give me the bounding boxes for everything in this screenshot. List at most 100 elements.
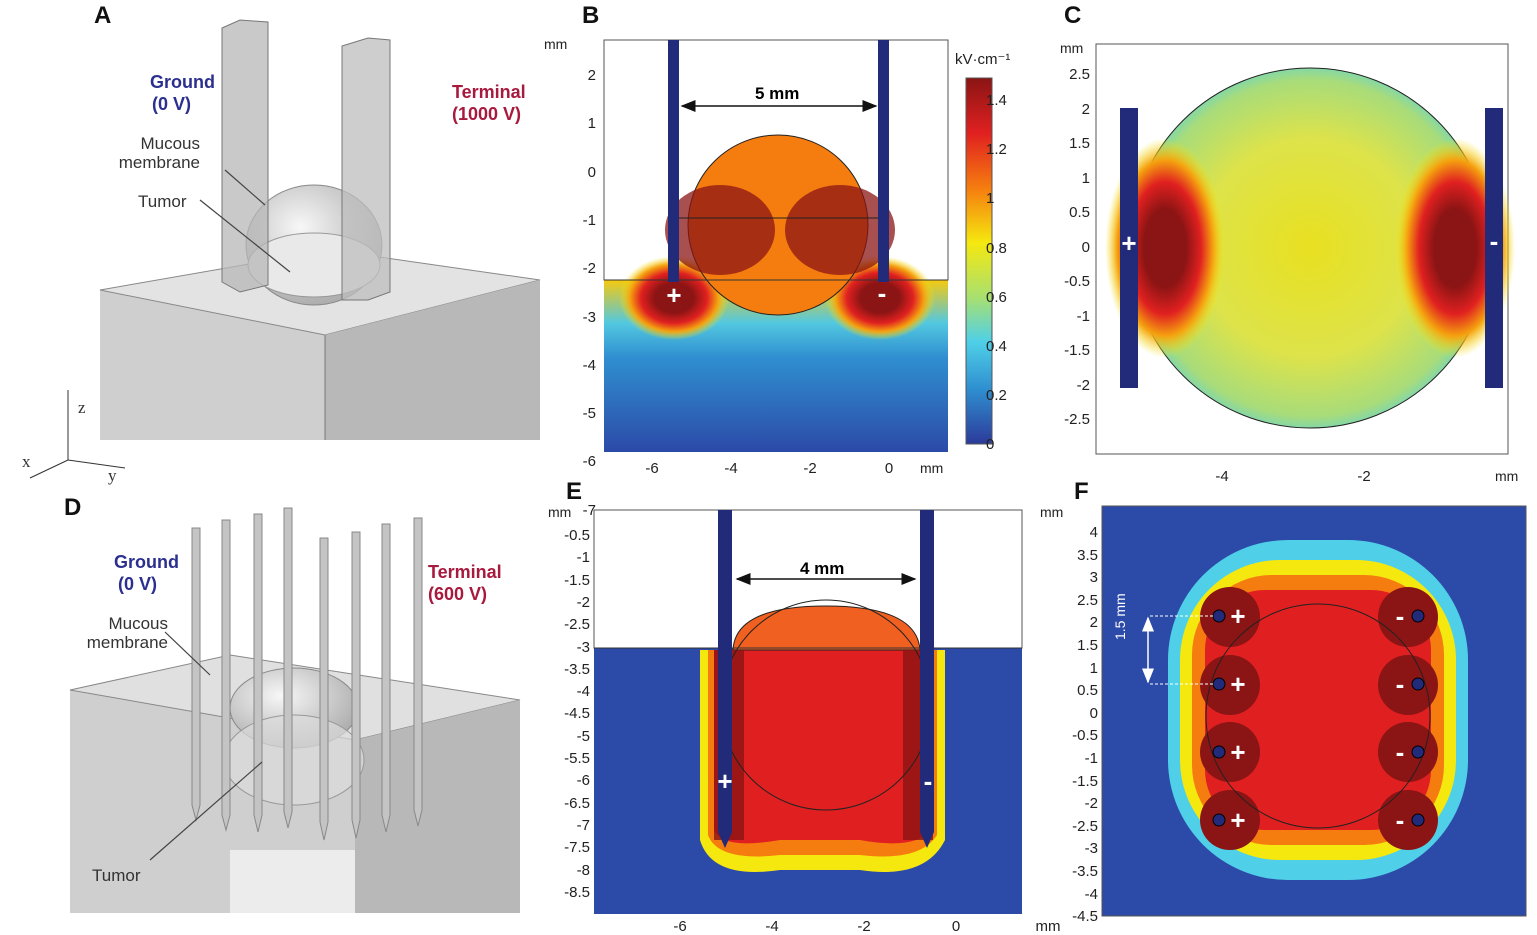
b-plus: +	[666, 280, 682, 310]
e-ytick-5: -3	[576, 638, 590, 656]
e-ytick-1: -1	[576, 549, 590, 567]
e-ytick-9: -5	[576, 727, 590, 745]
e-xtick-2: -2	[857, 918, 871, 935]
b-ytick-2: 0	[587, 163, 596, 181]
e-ytick-13: -7	[576, 816, 590, 834]
f-ytick-1: 3.5	[1077, 546, 1098, 564]
c-ytick-10: -2.5	[1064, 411, 1090, 428]
electrode-f-7	[1411, 745, 1425, 759]
electrode-f-6	[1411, 677, 1425, 691]
axis-y: y	[108, 466, 117, 485]
ground-voltage-a: (0 V)	[152, 94, 192, 114]
f-minus-2: -	[1395, 737, 1405, 767]
panel-d-model	[69, 507, 521, 913]
c-ytick-2: 1.5	[1069, 135, 1090, 152]
terminal-label-d: Terminal	[428, 562, 502, 582]
c-ytick-0: 2.5	[1069, 66, 1090, 83]
f-ytick-3: 2.5	[1077, 591, 1098, 609]
electrode-right-e	[920, 510, 934, 848]
e-xtick-0: -6	[673, 918, 687, 935]
c-ytick-3: 1	[1081, 169, 1090, 187]
c-ytick-8: -1.5	[1064, 342, 1090, 359]
terminal-voltage-a: (1000 V)	[452, 104, 522, 124]
e-plus: +	[717, 766, 733, 796]
electrode-f-3	[1212, 745, 1226, 759]
colorbar-tick-4: 0.6	[986, 288, 1007, 306]
f-spacing-label: 1.5 mm	[1112, 593, 1128, 640]
panel-label-d: D	[64, 494, 82, 521]
tumor-label-d: Tumor	[92, 866, 141, 885]
e-ytick-11: -6	[576, 772, 590, 790]
b-ytick-7: -5	[582, 405, 596, 423]
panel-label-f: F	[1074, 478, 1089, 505]
f-plus-3: +	[1230, 805, 1246, 835]
panel-label-a: A	[94, 2, 112, 29]
ground-label-a: Ground	[150, 72, 215, 92]
ground-voltage-d: (0 V)	[118, 574, 158, 594]
b-xtick-3: 0	[884, 460, 894, 477]
f-ytick-5: 1.5	[1077, 637, 1098, 654]
b-ytick-0: 2	[587, 67, 596, 84]
b-xtick-2: -2	[803, 460, 817, 477]
f-yunit: mm	[1040, 504, 1064, 520]
electrode-left-c	[1120, 108, 1138, 388]
f-minus-1: -	[1395, 669, 1405, 699]
terminal-label-a: Terminal	[452, 82, 526, 102]
b-ytick-3: -1	[582, 211, 596, 229]
mucous-label-a: Mucous membrane	[118, 134, 200, 172]
c-xtick-0: -4	[1215, 468, 1229, 485]
e-ytick-2: -1.5	[564, 571, 590, 589]
b-ytick-5: -3	[582, 308, 596, 326]
b-distance-label: 5 mm	[755, 84, 800, 103]
e-ytick-8: -4.5	[564, 705, 590, 723]
c-ytick-9: -2	[1076, 376, 1090, 394]
b-xtick-0: -6	[645, 460, 659, 477]
b-ytick-1: 1	[587, 115, 596, 133]
e-ytick-7: -4	[576, 683, 590, 701]
f-ytick-0: 4	[1089, 524, 1098, 541]
f-minus-3: -	[1395, 805, 1405, 835]
electrode-right-c	[1485, 108, 1503, 388]
c-plus: +	[1121, 228, 1137, 258]
colorbar-tick-3: 0.8	[986, 239, 1007, 257]
b-xtick-1: -4	[724, 460, 738, 477]
b-minus: -	[877, 278, 887, 308]
mucous-label-d: Mucous membrane	[86, 614, 168, 652]
f-ytick-6: 1	[1089, 659, 1098, 677]
c-ytick-5: 0	[1081, 238, 1090, 256]
panel-c-plot	[1095, 43, 1515, 455]
colorbar-tick-6: 0.2	[986, 387, 1007, 405]
f-ytick-12: -2	[1084, 795, 1098, 813]
colorbar-tick-5: 0.4	[986, 338, 1007, 355]
c-xunit: mm	[1495, 468, 1519, 484]
f-ytick-8: 0	[1089, 704, 1098, 722]
e-distance-label: 4 mm	[800, 559, 845, 578]
axis-x: x	[22, 452, 31, 471]
c-xtick-1: -2	[1357, 468, 1371, 485]
colorbar-tick-0: 1.4	[986, 92, 1007, 109]
colorbar	[965, 77, 993, 445]
e-minus: -	[923, 766, 933, 796]
f-ytick-17: -4.5	[1072, 908, 1098, 926]
colorbar-tick-2: 1	[986, 190, 995, 208]
axis-z: z	[78, 398, 86, 417]
c-ytick-7: -1	[1076, 307, 1090, 325]
electrode-f-5	[1411, 609, 1425, 623]
c-ytick-6: -0.5	[1064, 273, 1090, 290]
f-ytick-4: 2	[1089, 614, 1098, 632]
electrode-right-b	[878, 40, 889, 282]
e-yunit: mm	[548, 504, 572, 520]
panel-label-e: E	[566, 478, 583, 505]
f-plus-0: +	[1230, 601, 1246, 631]
electrode-f-2	[1212, 677, 1226, 691]
e-ytick-4: -2.5	[564, 616, 590, 634]
e-ytick-10: -5.5	[564, 750, 590, 767]
f-ytick-9: -0.5	[1072, 727, 1098, 745]
b-yunit: mm	[544, 36, 568, 52]
f-ytick-11: -1.5	[1072, 772, 1098, 790]
b-ytick-9: -7	[582, 501, 596, 519]
c-yunit: mm	[1060, 40, 1084, 56]
colorbar-tick-7: 0	[986, 436, 995, 454]
f-ytick-7: 0.5	[1077, 682, 1098, 700]
panel-b-plot	[603, 39, 993, 452]
